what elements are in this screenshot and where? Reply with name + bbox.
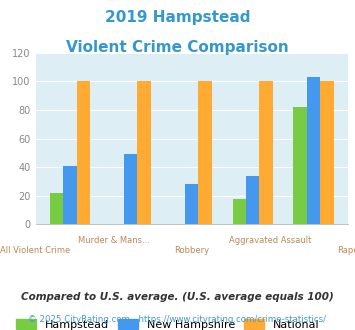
- Bar: [307, 77, 320, 224]
- Text: Rape: Rape: [337, 246, 355, 255]
- Bar: [124, 154, 137, 224]
- Bar: [63, 166, 77, 224]
- Bar: [198, 82, 212, 224]
- Text: All Violent Crime: All Violent Crime: [0, 246, 71, 255]
- Bar: [185, 184, 198, 224]
- Bar: [77, 82, 90, 224]
- Text: Robbery: Robbery: [174, 246, 209, 255]
- Legend: Hampstead, New Hampshire, National: Hampstead, New Hampshire, National: [16, 319, 320, 330]
- Bar: [50, 193, 63, 224]
- Bar: [320, 82, 334, 224]
- Text: © 2025 CityRating.com - https://www.cityrating.com/crime-statistics/: © 2025 CityRating.com - https://www.city…: [28, 315, 327, 324]
- Text: Compared to U.S. average. (U.S. average equals 100): Compared to U.S. average. (U.S. average …: [21, 292, 334, 302]
- Bar: [233, 199, 246, 224]
- Bar: [137, 82, 151, 224]
- Text: Aggravated Assault: Aggravated Assault: [229, 236, 311, 245]
- Bar: [260, 82, 273, 224]
- Text: Murder & Mans...: Murder & Mans...: [78, 236, 149, 245]
- Text: Violent Crime Comparison: Violent Crime Comparison: [66, 40, 289, 54]
- Bar: [294, 107, 307, 224]
- Bar: [246, 176, 260, 224]
- Text: 2019 Hampstead: 2019 Hampstead: [105, 10, 250, 25]
